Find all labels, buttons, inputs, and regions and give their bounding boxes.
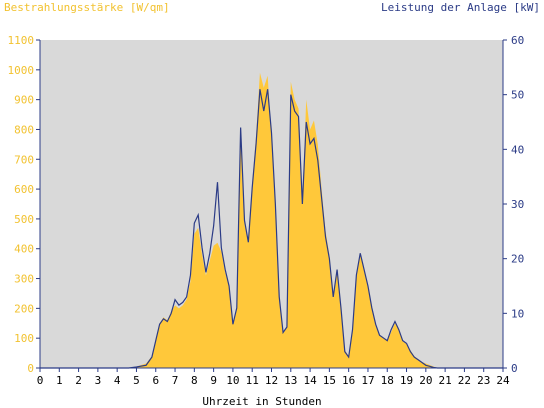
x-tick-label: 21 xyxy=(439,374,452,387)
right-tick-label: 30 xyxy=(511,198,524,211)
x-tick-label: 17 xyxy=(361,374,374,387)
axes-layer: 0100200300400500600700800900100011000102… xyxy=(8,34,525,387)
x-tick-label: 4 xyxy=(114,374,121,387)
left-tick-label: 0 xyxy=(27,362,34,375)
right-tick-label: 10 xyxy=(511,307,524,320)
left-tick-label: 200 xyxy=(14,302,34,315)
right-axis-title: Leistung der Anlage [kW] xyxy=(381,1,540,14)
left-tick-label: 1000 xyxy=(8,64,35,77)
x-tick-label: 24 xyxy=(496,374,510,387)
x-tick-label: 13 xyxy=(284,374,297,387)
x-tick-label: 0 xyxy=(37,374,44,387)
series-layer xyxy=(40,72,503,369)
x-axis-label: Uhrzeit in Stunden xyxy=(202,395,321,408)
x-tick-label: 9 xyxy=(210,374,217,387)
right-tick-label: 50 xyxy=(511,89,524,102)
x-tick-label: 16 xyxy=(342,374,355,387)
left-axis-title: Bestrahlungsstärke [W/qm] xyxy=(4,1,170,14)
x-tick-label: 14 xyxy=(303,374,317,387)
x-tick-label: 8 xyxy=(191,374,198,387)
right-tick-label: 0 xyxy=(511,362,518,375)
x-tick-label: 22 xyxy=(458,374,471,387)
left-tick-label: 300 xyxy=(14,273,34,286)
irradiance-area xyxy=(40,72,503,369)
left-tick-label: 500 xyxy=(14,213,34,226)
right-tick-label: 60 xyxy=(511,34,524,47)
x-tick-label: 12 xyxy=(265,374,278,387)
x-tick-label: 10 xyxy=(226,374,239,387)
x-tick-label: 11 xyxy=(246,374,259,387)
right-tick-label: 20 xyxy=(511,253,524,266)
x-tick-label: 2 xyxy=(75,374,82,387)
x-tick-label: 3 xyxy=(95,374,102,387)
left-tick-label: 900 xyxy=(14,94,34,107)
power-line xyxy=(40,89,503,369)
x-tick-label: 23 xyxy=(477,374,490,387)
x-tick-label: 20 xyxy=(419,374,432,387)
x-tick-label: 1 xyxy=(56,374,63,387)
left-tick-label: 100 xyxy=(14,332,34,345)
left-tick-label: 700 xyxy=(14,153,34,166)
x-tick-label: 6 xyxy=(152,374,159,387)
left-tick-label: 800 xyxy=(14,123,34,136)
x-tick-label: 15 xyxy=(323,374,336,387)
left-tick-label: 600 xyxy=(14,183,34,196)
x-tick-label: 5 xyxy=(133,374,140,387)
x-tick-label: 18 xyxy=(381,374,394,387)
right-tick-label: 40 xyxy=(511,143,524,156)
left-tick-label: 1100 xyxy=(8,34,35,47)
x-tick-label: 19 xyxy=(400,374,413,387)
x-tick-label: 7 xyxy=(172,374,179,387)
left-tick-label: 400 xyxy=(14,243,34,256)
